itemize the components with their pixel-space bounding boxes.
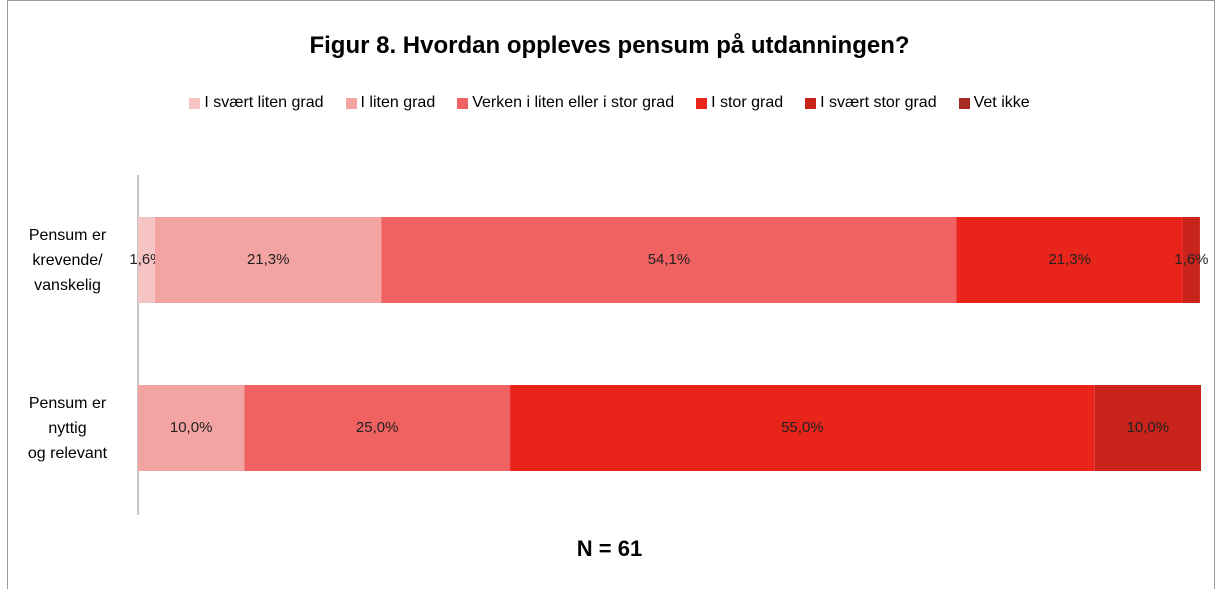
legend-swatch [805, 97, 817, 109]
legend-swatch [696, 97, 708, 109]
footnote: N = 61 [576, 536, 643, 561]
legend-label: I stor grad [711, 94, 784, 111]
legend: I svært liten grad I liten grad Verken i l… [0, 94, 1219, 112]
legend-item: I svært stor grad [805, 94, 937, 112]
legend-swatch [345, 97, 357, 109]
legend-swatch [189, 97, 201, 109]
value-label: 54,1% [648, 251, 691, 268]
value-label: 10,0% [170, 419, 213, 436]
legend-item: I svært liten grad [189, 94, 324, 112]
legend-label: Verken i liten eller i stor grad [472, 94, 675, 111]
legend-item: I stor grad [696, 94, 783, 112]
frame [7, 0, 1215, 589]
bar-segment [244, 385, 511, 471]
legend-label: I liten grad [360, 94, 436, 111]
category-label: Pensum er nyttig og relevant [27, 395, 108, 462]
category-label: Pensum er krevende/ vanskelig [28, 227, 107, 294]
legend-swatch [958, 97, 970, 109]
legend-label: I svært liten grad [204, 94, 324, 111]
value-label: 21,3% [247, 251, 290, 268]
value-label: 10,0% [1127, 419, 1170, 436]
bar-segment [138, 385, 245, 471]
bar-segment [510, 385, 1095, 471]
bar-segment [155, 217, 382, 303]
legend-item: I liten grad [345, 94, 436, 112]
value-label: 55,0% [781, 419, 824, 436]
chart-title: Figur 8. Hvordan oppleves pensum på utda… [309, 32, 910, 59]
legend-label: I svært stor grad [820, 94, 937, 111]
legend-item: Verken i liten eller i stor grad [457, 94, 674, 112]
legend-swatch [457, 97, 469, 109]
bar-segment [1094, 385, 1201, 471]
legend-item: Vet ikke [958, 94, 1030, 112]
bar-segment [1182, 217, 1200, 303]
value-label: 25,0% [356, 419, 399, 436]
bar-segment [956, 217, 1183, 303]
value-label: 21,3% [1048, 251, 1091, 268]
value-label: 1,6% [1174, 251, 1208, 268]
legend-label: Vet ikke [973, 94, 1030, 111]
bar-segment [381, 217, 957, 303]
bar-segment [138, 217, 156, 303]
